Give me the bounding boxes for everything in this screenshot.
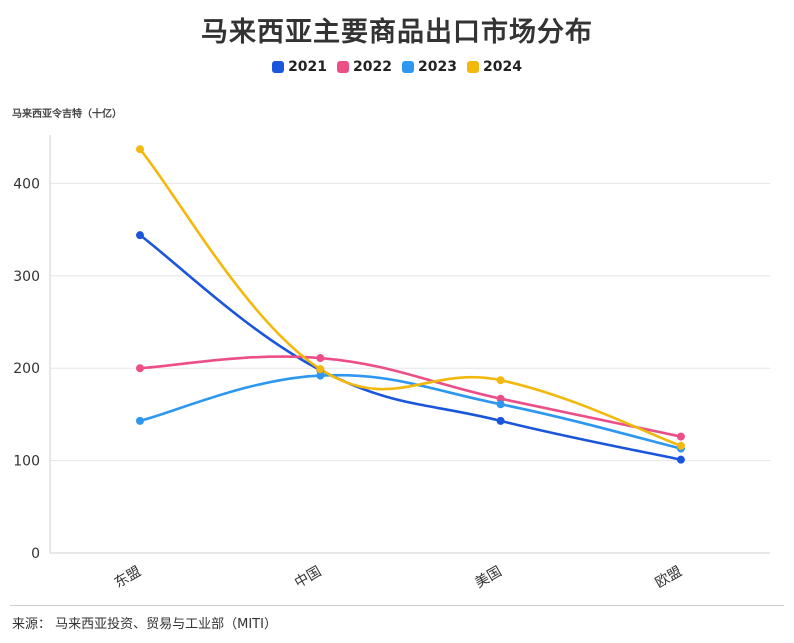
legend-swatch-2021 — [272, 61, 285, 73]
y-axis-unit-label: 马来西亚令吉特（十亿） — [12, 109, 122, 120]
data-point-2021-东盟[interactable] — [136, 231, 144, 240]
legend-label-2022: 2022 — [353, 59, 392, 75]
data-point-2022-欧盟[interactable] — [676, 432, 685, 441]
series-line-2023[interactable] — [138, 373, 683, 450]
legend-item-2023[interactable]: 2023 — [402, 59, 457, 75]
data-point-2024-东盟[interactable] — [136, 145, 144, 154]
x-tick-label-3: 欧盟 — [653, 564, 685, 592]
x-tick-label-2: 美国 — [472, 564, 504, 592]
legend-item-2021[interactable]: 2021 — [272, 59, 327, 75]
legend-item-2022[interactable]: 2022 — [337, 59, 392, 75]
legend-label-2024: 2024 — [482, 59, 522, 75]
data-point-2024-中国[interactable] — [316, 365, 325, 374]
series-line-2022[interactable] — [138, 355, 683, 438]
axes — [49, 135, 770, 554]
series-line-2021[interactable] — [138, 233, 683, 461]
data-points — [136, 145, 685, 464]
x-tick-label-0: 东盟 — [112, 564, 144, 592]
y-tick-label-400: 400 — [13, 176, 40, 192]
source-note: 来源： 马来西亚投资、贸易与工业部（MITI） — [12, 617, 277, 632]
data-point-2022-中国[interactable] — [316, 354, 325, 363]
legend-label-2021: 2021 — [288, 59, 328, 75]
legend: 2021 2022 2023 2024 — [0, 59, 794, 75]
legend-swatch-2024 — [466, 61, 479, 73]
data-point-2024-美国[interactable] — [496, 376, 505, 385]
y-tick-label-300: 300 — [13, 269, 40, 285]
data-point-2023-东盟[interactable] — [136, 416, 144, 425]
data-point-2022-美国[interactable] — [496, 394, 505, 403]
y-tick-label-200: 200 — [13, 361, 40, 377]
y-tick-label-100: 100 — [13, 454, 40, 470]
data-point-2024-欧盟[interactable] — [676, 441, 685, 450]
series-line-2024[interactable] — [138, 147, 683, 448]
data-point-2021-欧盟[interactable] — [676, 455, 685, 464]
legend-item-2024[interactable]: 2024 — [466, 59, 522, 75]
legend-label-2023: 2023 — [418, 59, 457, 75]
y-tick-label-0: 0 — [31, 546, 40, 562]
x-tick-label-1: 中国 — [292, 564, 324, 592]
grid-lines — [50, 182, 770, 462]
data-point-2023-美国[interactable] — [496, 400, 505, 409]
data-point-2022-东盟[interactable] — [136, 364, 144, 373]
data-point-2021-美国[interactable] — [496, 416, 505, 425]
footer-divider — [10, 605, 784, 606]
data-point-2023-中国[interactable] — [316, 371, 325, 380]
chart-title: 马来西亚主要商品出口市场分布 — [201, 17, 593, 48]
series-lines — [138, 147, 683, 461]
legend-swatch-2023 — [402, 61, 414, 73]
legend-swatch-2022 — [337, 61, 350, 73]
